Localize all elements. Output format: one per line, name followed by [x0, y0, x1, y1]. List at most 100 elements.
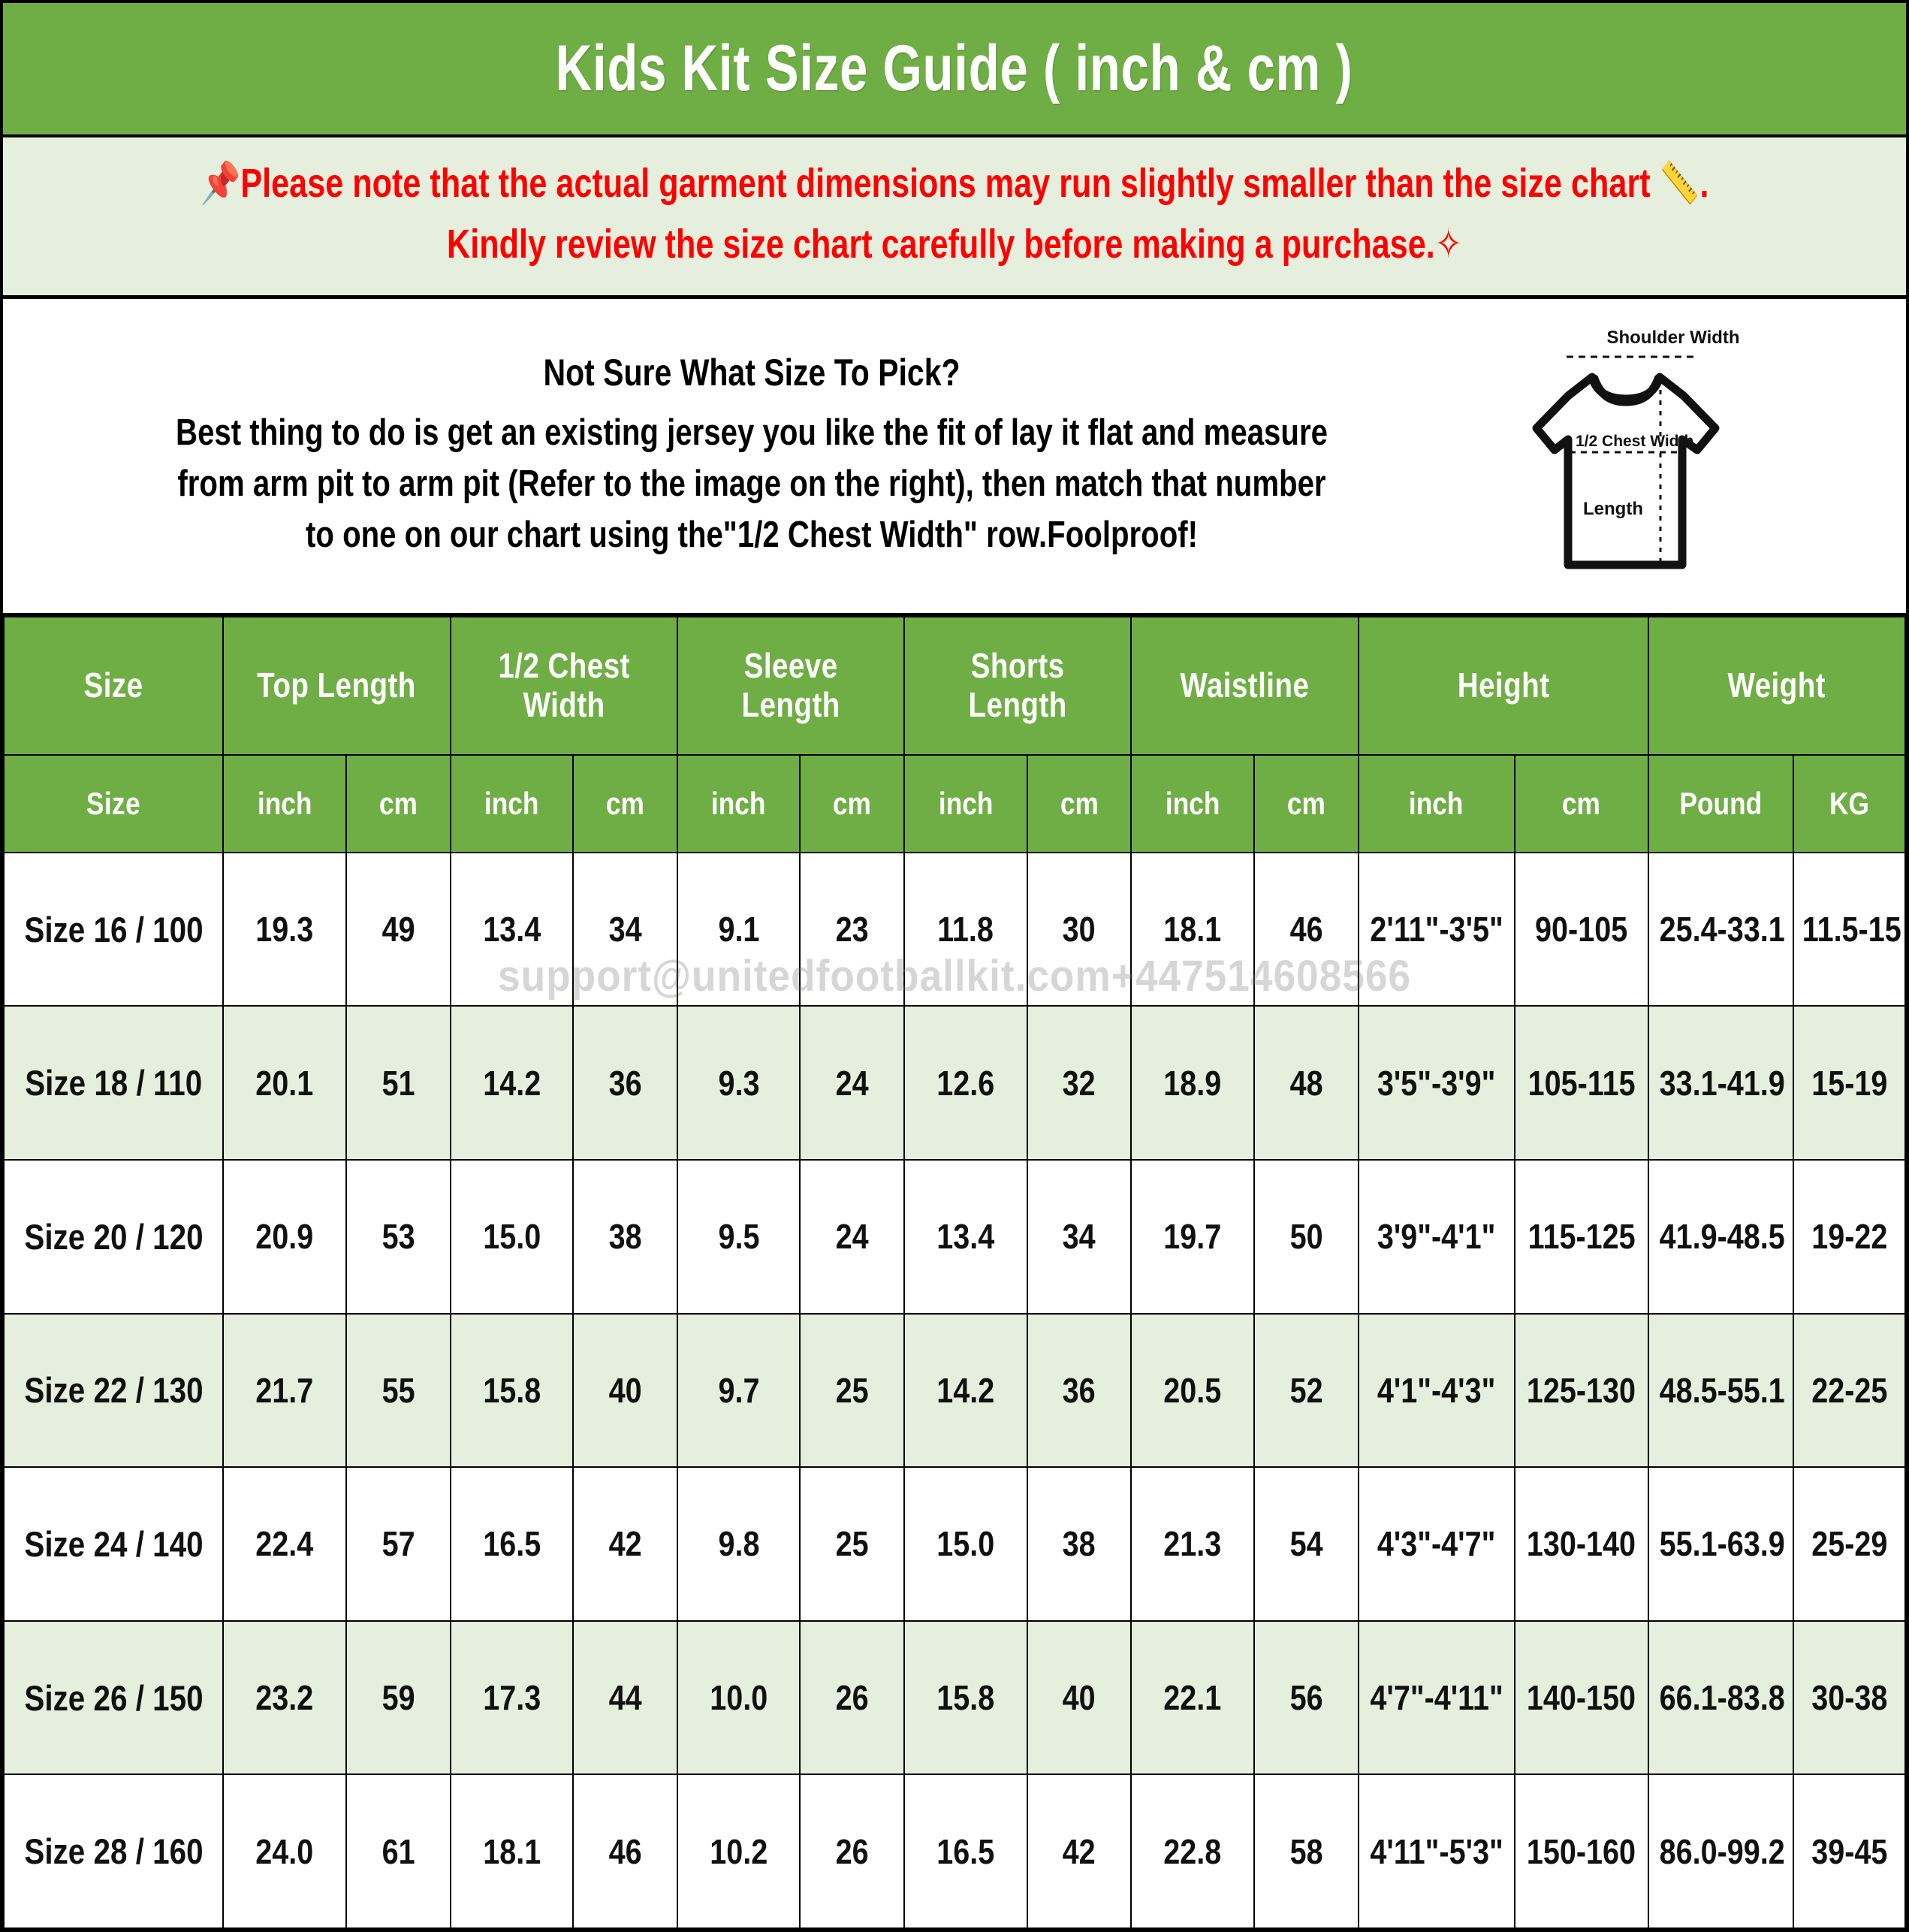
col-group-weight: Weight	[1648, 615, 1906, 756]
cell-top-length-inch: 24.0	[222, 1774, 347, 1929]
cell-height-inch: 4'11"-5'3"	[1357, 1774, 1515, 1929]
note-line-1-tail: .	[1699, 161, 1709, 206]
cell-shorts-inch: 11.8	[903, 851, 1028, 1007]
cell-shorts-inch: 12.6	[903, 1005, 1028, 1161]
cell-weight-pound: 25.4-33.1	[1647, 851, 1795, 1007]
cell-chest-cm: 40	[572, 1312, 678, 1469]
note-band: 📌Please note that the actual garment dim…	[3, 137, 1906, 299]
note-line-2: Kindly review the size chart carefully b…	[193, 219, 1715, 270]
cell-waist-inch: 19.7	[1130, 1158, 1255, 1315]
helper-body-line-2: from arm pit to arm pit (Refer to the im…	[177, 463, 1326, 504]
cell-chest-inch: 16.5	[449, 1466, 575, 1622]
cell-waist-cm: 48	[1253, 1005, 1359, 1161]
cell-waist-cm: 54	[1253, 1466, 1359, 1622]
cell-shorts-cm: 42	[1026, 1774, 1132, 1929]
cell-waist-inch: 22.8	[1130, 1774, 1255, 1929]
cell-sleeve-cm: 26	[799, 1620, 906, 1776]
note-line-2-text: Kindly review the size chart carefully b…	[447, 221, 1435, 267]
cell-sleeve-inch: 9.8	[676, 1466, 801, 1622]
cell-shorts-inch: 15.0	[903, 1466, 1028, 1622]
cell-height-inch: 4'3"-4'7"	[1357, 1466, 1515, 1622]
cell-chest-cm: 36	[572, 1005, 678, 1161]
col-unit-5: cm	[799, 753, 906, 853]
cell-top-length-inch: 21.7	[222, 1312, 347, 1469]
cell-top-length-cm: 59	[345, 1620, 451, 1776]
cell-height-cm: 115-125	[1513, 1158, 1650, 1315]
cell-weight-pound: 66.1-83.8	[1647, 1620, 1795, 1776]
cell-chest-cm: 44	[572, 1620, 678, 1776]
cell-weight-kg: 11.5-15	[1793, 851, 1906, 1007]
cell-weight-pound: 48.5-55.1	[1647, 1312, 1795, 1469]
cell-top-length-cm: 53	[345, 1158, 451, 1315]
table-group-header-row: Size Size Top Length 1/2 Chest Width Slee…	[3, 615, 1906, 853]
cell-size: Size 28 / 160	[3, 1774, 225, 1929]
cell-weight-kg: 25-29	[1793, 1466, 1906, 1622]
col-unit-4: inch	[676, 753, 801, 853]
cell-shorts-cm: 30	[1026, 851, 1132, 1007]
cell-sleeve-inch: 9.7	[676, 1312, 801, 1469]
cell-sleeve-inch: 9.1	[676, 851, 801, 1007]
sparkle-icon: ✧	[1434, 219, 1462, 267]
col-unit-13: KG	[1793, 753, 1906, 853]
ruler-icon: 📏	[1659, 159, 1700, 207]
col-unit-12: Pound	[1647, 753, 1795, 853]
helper-heading: Not Sure What Size To Pick?	[543, 352, 961, 394]
table-row: Size 16 / 100 19.3 49 13.4 34 9.1 23 11.…	[3, 851, 1906, 1007]
cell-height-cm: 125-130	[1513, 1312, 1650, 1469]
col-group-height: Height	[1357, 615, 1650, 756]
col-unit-2: inch	[449, 753, 575, 853]
cell-shorts-cm: 40	[1026, 1620, 1132, 1776]
col-group-sleeve-length: Sleeve Length	[676, 615, 906, 756]
cell-height-cm: 140-150	[1513, 1620, 1650, 1776]
cell-chest-inch: 14.2	[449, 1005, 575, 1161]
cell-chest-inch: 18.1	[449, 1774, 575, 1929]
helper-body-line-3: to one on our chart using the"1/2 Chest …	[305, 514, 1199, 555]
cell-top-length-cm: 55	[345, 1312, 451, 1469]
cell-weight-kg: 39-45	[1793, 1774, 1906, 1929]
cell-shorts-inch: 14.2	[903, 1312, 1028, 1469]
cell-weight-pound: 41.9-48.5	[1647, 1158, 1795, 1315]
cell-weight-kg: 15-19	[1793, 1005, 1906, 1161]
cell-sleeve-cm: 25	[799, 1466, 906, 1622]
cell-height-inch: 3'5"-3'9"	[1357, 1005, 1515, 1161]
table-row: Size 24 / 140 22.4 57 16.5 42 9.8 25 15.…	[3, 1466, 1906, 1622]
cell-size: Size 20 / 120	[3, 1158, 225, 1315]
cell-chest-inch: 15.8	[449, 1312, 575, 1469]
cell-sleeve-cm: 25	[799, 1312, 906, 1469]
cell-sleeve-cm: 24	[799, 1005, 906, 1161]
cell-weight-pound: 86.0-99.2	[1647, 1774, 1795, 1929]
shoulder-width-label: Shoulder Width	[1606, 328, 1739, 348]
col-unit-0: inch	[222, 753, 347, 853]
cell-sleeve-inch: 9.5	[676, 1158, 801, 1315]
cell-sleeve-cm: 26	[799, 1774, 906, 1929]
col-group-top-length: Top Length	[222, 615, 451, 756]
page-title: Kids Kit Size Guide ( inch & cm )	[556, 32, 1353, 104]
cell-shorts-cm: 34	[1026, 1158, 1132, 1315]
size-table: Size Size Top Length 1/2 Chest Width Slee…	[3, 615, 1906, 1929]
cell-height-cm: 150-160	[1513, 1774, 1650, 1929]
cell-height-cm: 130-140	[1513, 1466, 1650, 1622]
cell-size: Size 16 / 100	[3, 851, 225, 1007]
col-unit-9: cm	[1253, 753, 1359, 853]
pushpin-icon: 📌	[200, 159, 241, 207]
helper-text: Not Sure What Size To Pick? Best thing t…	[3, 351, 1523, 560]
cell-weight-pound: 55.1-63.9	[1647, 1466, 1795, 1622]
cell-top-length-cm: 57	[345, 1466, 451, 1622]
col-unit-10: inch	[1357, 753, 1515, 853]
col-group-half-chest-width: 1/2 Chest Width	[449, 615, 678, 756]
cell-weight-kg: 19-22	[1793, 1158, 1906, 1315]
cell-shorts-cm: 38	[1026, 1466, 1132, 1622]
cell-sleeve-cm: 24	[799, 1158, 906, 1315]
cell-chest-inch: 13.4	[449, 851, 575, 1007]
cell-size: Size 22 / 130	[3, 1312, 225, 1469]
cell-top-length-cm: 51	[345, 1005, 451, 1161]
cell-waist-cm: 46	[1253, 851, 1359, 1007]
col-unit-11: cm	[1513, 753, 1650, 853]
cell-waist-cm: 50	[1253, 1158, 1359, 1315]
table-row: Size 28 / 160 24.0 61 18.1 46 10.2 26 16…	[3, 1774, 1906, 1929]
cell-top-length-inch: 23.2	[222, 1620, 347, 1776]
cell-size: Size 24 / 140	[3, 1466, 225, 1622]
cell-weight-kg: 22-25	[1793, 1312, 1906, 1469]
cell-top-length-cm: 49	[345, 851, 451, 1007]
col-unit-6: inch	[903, 753, 1028, 853]
